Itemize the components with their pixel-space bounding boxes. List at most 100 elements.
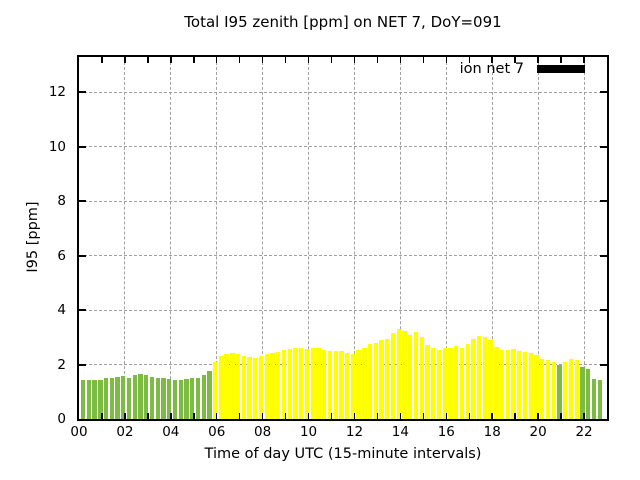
bar bbox=[356, 349, 361, 419]
bar bbox=[213, 362, 218, 419]
bar bbox=[92, 379, 97, 419]
gridline-vertical bbox=[537, 57, 539, 419]
gridline-horizontal bbox=[79, 200, 607, 202]
gridline-vertical bbox=[216, 57, 218, 419]
y-tick-mark-left bbox=[79, 200, 86, 203]
bar bbox=[121, 376, 126, 419]
bar bbox=[465, 344, 470, 419]
bar bbox=[522, 352, 528, 419]
x-tick-label: 20 bbox=[529, 424, 547, 440]
x-tick-mark-top bbox=[560, 57, 562, 63]
bar bbox=[408, 334, 413, 419]
bar bbox=[396, 329, 401, 419]
bar bbox=[322, 349, 327, 419]
bar bbox=[327, 350, 333, 419]
y-tick-mark-right bbox=[600, 200, 607, 203]
bar bbox=[482, 336, 488, 419]
gridline-horizontal bbox=[79, 91, 607, 93]
bar bbox=[568, 359, 574, 419]
x-tick-mark-top bbox=[468, 57, 470, 63]
gridline-vertical bbox=[308, 57, 310, 419]
x-tick-mark-top bbox=[101, 57, 103, 63]
x-tick-label: 10 bbox=[299, 424, 318, 440]
bar bbox=[505, 349, 510, 419]
bar bbox=[563, 361, 568, 419]
x-tick-mark-bottom bbox=[307, 413, 310, 419]
bar bbox=[109, 377, 114, 419]
bar bbox=[241, 355, 246, 419]
x-tick-label: 14 bbox=[391, 424, 409, 440]
bar bbox=[362, 347, 367, 419]
y-tick-mark-left bbox=[79, 91, 86, 94]
bar bbox=[586, 368, 591, 419]
bar bbox=[574, 359, 579, 419]
x-tick-mark-bottom bbox=[468, 413, 470, 419]
bar bbox=[126, 377, 132, 419]
bar bbox=[431, 348, 436, 419]
x-tick-mark-top bbox=[445, 57, 448, 63]
x-tick-mark-bottom bbox=[284, 413, 287, 419]
chart-title: Total I95 zenith [ppm] on NET 7, DoY=091 bbox=[184, 13, 502, 31]
x-tick-label: 18 bbox=[483, 424, 501, 440]
x-tick-mark-bottom bbox=[215, 413, 218, 419]
bar bbox=[287, 349, 292, 419]
x-tick-mark-top bbox=[330, 57, 333, 63]
gridline-vertical bbox=[353, 57, 355, 419]
bar bbox=[436, 349, 442, 419]
x-tick-mark-bottom bbox=[353, 413, 356, 419]
bar bbox=[310, 348, 315, 419]
y-tick-label: 10 bbox=[48, 138, 66, 155]
x-tick-mark-bottom bbox=[101, 413, 103, 419]
bar bbox=[264, 354, 269, 419]
gridline-vertical bbox=[583, 57, 585, 419]
bar bbox=[534, 355, 539, 419]
bar bbox=[253, 357, 258, 419]
x-tick-mark-top bbox=[124, 57, 126, 63]
y-tick-mark-left bbox=[79, 145, 86, 148]
bar bbox=[86, 380, 92, 419]
gridline-vertical bbox=[399, 57, 401, 419]
bar bbox=[448, 347, 453, 419]
gridline-vertical bbox=[445, 57, 447, 419]
bar bbox=[494, 346, 499, 419]
bar bbox=[385, 338, 390, 419]
bar bbox=[190, 378, 195, 419]
gridline-vertical bbox=[491, 57, 493, 419]
bar bbox=[528, 353, 533, 419]
bar bbox=[591, 378, 597, 419]
x-tick-mark-top bbox=[537, 57, 539, 63]
legend-color-swatch bbox=[537, 65, 585, 73]
x-tick-mark-top bbox=[215, 57, 218, 63]
bar bbox=[597, 380, 602, 419]
bar bbox=[172, 379, 178, 419]
bar bbox=[316, 347, 321, 419]
bar bbox=[442, 348, 447, 419]
x-tick-label: 06 bbox=[208, 424, 226, 440]
bar bbox=[195, 377, 201, 419]
bar bbox=[557, 364, 562, 419]
x-tick-mark-top bbox=[261, 57, 264, 63]
bar bbox=[425, 344, 430, 419]
gridline-vertical bbox=[262, 57, 264, 419]
bar bbox=[218, 356, 224, 419]
bar bbox=[293, 348, 298, 419]
x-tick-mark-top bbox=[514, 57, 516, 63]
y-tick-mark-right bbox=[600, 91, 607, 94]
bar bbox=[247, 357, 252, 419]
bar bbox=[270, 353, 275, 419]
x-tick-label: 22 bbox=[575, 424, 593, 440]
x-tick-mark-bottom bbox=[537, 413, 539, 419]
x-tick-mark-top bbox=[353, 57, 356, 63]
y-tick-mark-left bbox=[79, 254, 86, 257]
bar bbox=[379, 340, 384, 419]
bar bbox=[459, 348, 465, 419]
bar bbox=[115, 376, 120, 419]
x-tick-mark-top bbox=[399, 57, 402, 63]
x-axis-label: Time of day UTC (15-minute intervals) bbox=[204, 446, 482, 462]
gridline-horizontal bbox=[79, 146, 607, 148]
bar bbox=[477, 335, 482, 419]
gridline-vertical bbox=[124, 57, 126, 419]
bar bbox=[373, 342, 378, 419]
x-tick-mark-top bbox=[147, 57, 149, 63]
